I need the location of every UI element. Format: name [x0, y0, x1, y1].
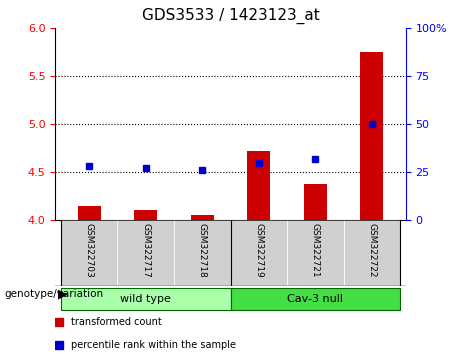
- Text: GSM322719: GSM322719: [254, 223, 263, 278]
- Text: GSM322722: GSM322722: [367, 223, 376, 278]
- FancyBboxPatch shape: [287, 220, 343, 286]
- Text: wild type: wild type: [120, 294, 171, 304]
- Text: GSM322718: GSM322718: [198, 223, 207, 278]
- FancyBboxPatch shape: [230, 220, 287, 286]
- Text: transformed count: transformed count: [71, 317, 162, 327]
- Text: Cav-3 null: Cav-3 null: [287, 294, 343, 304]
- Text: ▶: ▶: [58, 287, 67, 300]
- Text: GSM322703: GSM322703: [85, 223, 94, 278]
- Text: GSM322717: GSM322717: [141, 223, 150, 278]
- Text: genotype/variation: genotype/variation: [5, 289, 104, 299]
- FancyBboxPatch shape: [61, 220, 118, 286]
- Bar: [191, 215, 213, 220]
- FancyBboxPatch shape: [61, 287, 230, 310]
- FancyBboxPatch shape: [230, 287, 400, 310]
- FancyBboxPatch shape: [118, 220, 174, 286]
- Bar: [361, 52, 383, 220]
- Bar: [78, 206, 100, 220]
- Text: percentile rank within the sample: percentile rank within the sample: [71, 340, 236, 350]
- Bar: [135, 210, 157, 220]
- FancyBboxPatch shape: [174, 220, 230, 286]
- Title: GDS3533 / 1423123_at: GDS3533 / 1423123_at: [142, 8, 319, 24]
- Bar: [248, 151, 270, 220]
- FancyBboxPatch shape: [343, 220, 400, 286]
- Bar: [304, 184, 326, 220]
- Text: GSM322721: GSM322721: [311, 223, 320, 278]
